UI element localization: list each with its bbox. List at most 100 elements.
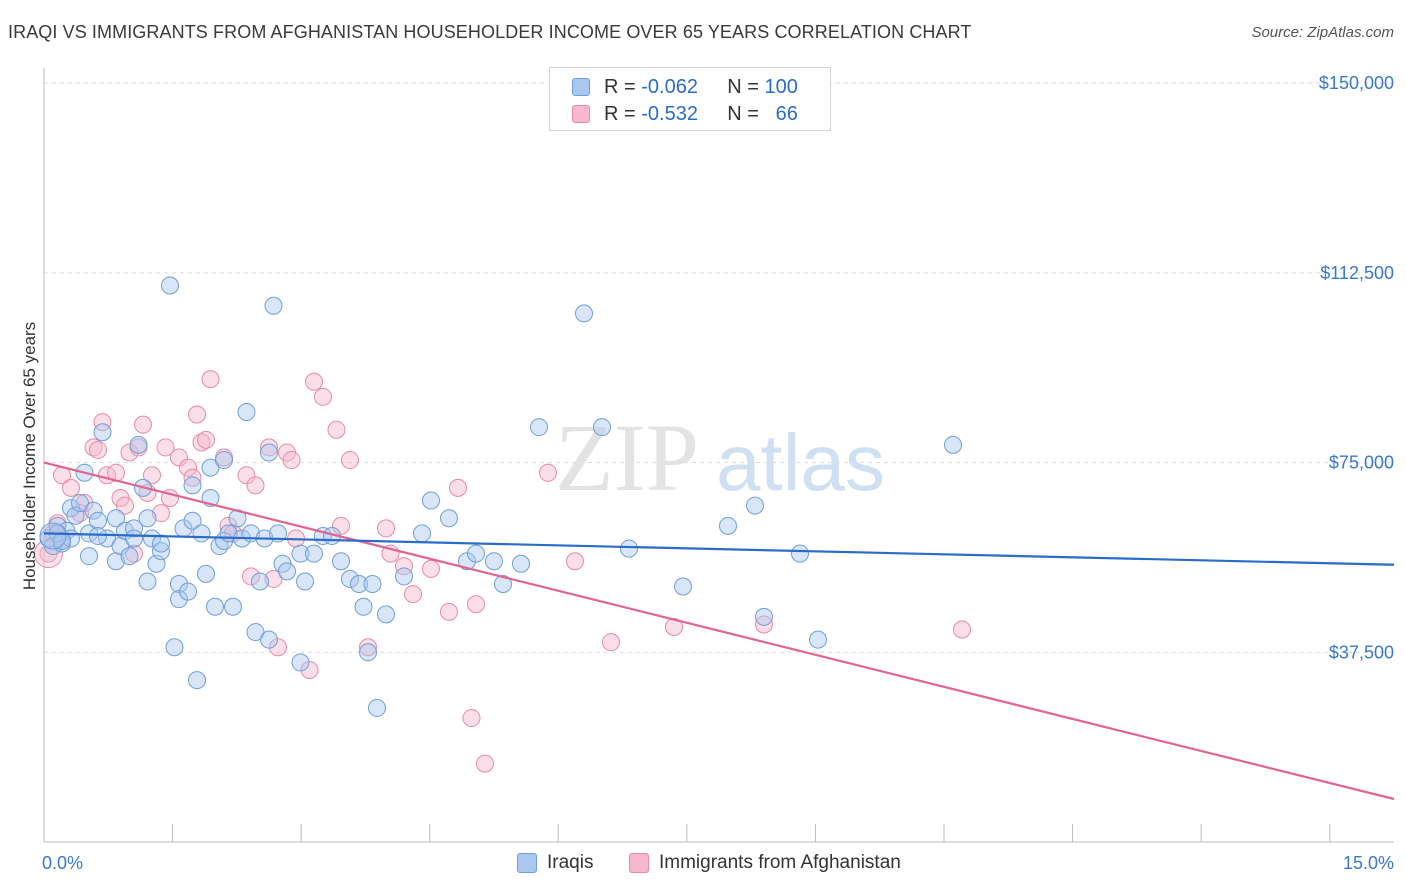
iraqi-point-94 <box>944 435 962 454</box>
iraqi-point-35 <box>183 476 202 495</box>
afghan-point-9 <box>89 440 107 459</box>
legend-swatch-iraqi <box>572 78 590 96</box>
afghan-point-22 <box>156 438 175 457</box>
iraqi-point-7 <box>71 494 89 513</box>
correlation-legend: R = -0.062 N = 100 R = -0.532 N = 66 <box>549 67 831 131</box>
watermark: ZIP atlas <box>555 404 885 511</box>
iraqi-point-60 <box>278 562 296 581</box>
iraqi-point-36 <box>183 511 202 530</box>
y-tick-label-3: $150,000 <box>1319 73 1394 93</box>
iraqi-point-31 <box>170 575 188 593</box>
afghan-point-62 <box>602 633 620 652</box>
series-legend: Iraqis Immigrants from Afghanistan <box>0 852 1406 878</box>
iraqi-point-67 <box>332 552 350 571</box>
watermark-atlas: atlas <box>716 418 885 507</box>
afghan-point-56 <box>449 478 467 497</box>
afghan-point-48 <box>341 451 359 470</box>
iraqi-point-61 <box>291 653 310 672</box>
iraqi-point-20 <box>125 519 143 538</box>
iraqi-point-71 <box>359 643 377 662</box>
legend-r-value-iraqi: -0.062 <box>641 75 698 98</box>
iraqi-point-23 <box>138 509 157 528</box>
iraqi-point-88 <box>674 577 692 596</box>
iraqi-point-87 <box>620 539 638 558</box>
afghan-point-10 <box>93 413 112 432</box>
iraqi-point-84 <box>530 418 548 437</box>
iraqi-point-29 <box>161 276 179 295</box>
iraqi-point-24 <box>138 572 157 591</box>
iraqi-point-11 <box>84 501 103 520</box>
afghan-point-47 <box>332 516 350 535</box>
iraqi-point-42 <box>206 597 224 616</box>
afghan-point-26 <box>183 468 202 487</box>
afghan-point-35 <box>242 567 260 586</box>
series-legend-afghan[interactable]: Immigrants from Afghanistan <box>629 852 901 874</box>
iraqi-point-21 <box>129 435 148 454</box>
iraqi-point-91 <box>755 607 773 626</box>
afghan-point-39 <box>269 638 287 657</box>
afghan-point-46 <box>327 420 346 439</box>
afghan-point-53 <box>404 585 422 604</box>
legend-n-value-afghan: 66 <box>775 102 798 125</box>
iraqi-point-9 <box>80 547 98 566</box>
iraqi-point-98 <box>125 529 143 548</box>
iraqi-point-89 <box>719 516 737 535</box>
series-legend-iraqi[interactable]: Iraqis <box>517 852 593 874</box>
y-tick-label-0: $37,500 <box>1329 642 1394 662</box>
iraqi-point-74 <box>377 605 395 624</box>
iraqi-point-81 <box>485 552 503 571</box>
afghan-point-57 <box>462 709 481 728</box>
afghan-point-25 <box>179 458 197 477</box>
source-label: Source: ZipAtlas.com <box>1251 24 1394 41</box>
y-tick-label-1: $75,000 <box>1329 453 1394 473</box>
iraqi-point-19 <box>120 547 139 566</box>
afghan-point-37 <box>260 438 278 457</box>
iraqi-point-27 <box>152 542 170 561</box>
iraqi-point-32 <box>170 590 188 609</box>
iraqi-point-37 <box>188 671 206 690</box>
iraqi-point-93 <box>809 630 827 649</box>
iraqi-point-86 <box>593 418 611 437</box>
trend-lines <box>43 461 1395 801</box>
iraqi-point-28 <box>152 534 170 553</box>
iraqi-point-78 <box>440 509 458 528</box>
series-swatch-iraqi <box>517 853 537 873</box>
chart-title: IRAQI VS IMMIGRANTS FROM AFGHANISTAN HOU… <box>8 22 972 42</box>
afghan-point-41 <box>282 451 301 470</box>
afghan-point-43 <box>300 661 319 679</box>
afghan-point-36 <box>246 476 265 495</box>
afghan-point-65 <box>953 620 971 639</box>
iraqi-point-12 <box>89 511 107 530</box>
afghan-point-34 <box>237 466 256 485</box>
y-axis-label: Householder Income Over 65 years <box>20 322 39 590</box>
afghan-point-7 <box>75 494 94 513</box>
iraqi-point-76 <box>413 524 431 543</box>
iraqi-point-63 <box>296 572 314 591</box>
legend-n-value-iraqi: 100 <box>764 75 798 98</box>
series-label-afghan: Immigrants from Afghanistan <box>659 852 901 873</box>
afghan-point-18 <box>134 415 152 434</box>
y-tick-labels: $37,500 $75,000 $112,500 $150,000 <box>1319 73 1394 662</box>
afghan-point-20 <box>143 466 161 485</box>
afghan-point-58 <box>467 595 485 614</box>
afghan-point-54 <box>422 559 440 578</box>
afghan-point-24 <box>170 448 188 467</box>
afghan-point-38 <box>264 569 283 588</box>
iraqi-trend-line <box>43 532 1395 566</box>
watermark-zip: ZIP <box>555 404 699 511</box>
y-tick-label-2: $112,500 <box>1320 263 1394 283</box>
iraqi-point-68 <box>341 569 359 588</box>
iraqi-point-82 <box>494 575 512 593</box>
iraqi-point-90 <box>746 496 764 515</box>
iraqi-point-45 <box>215 451 233 470</box>
legend-row-iraqi: R = -0.062 N = 100 <box>572 74 798 100</box>
afghan-point-27 <box>188 405 206 424</box>
legend-swatch-afghan <box>572 105 590 123</box>
axes <box>43 68 1394 843</box>
iraqi-point-53 <box>251 572 269 591</box>
iraqi-point-72 <box>363 575 382 593</box>
iraqi-point-97 <box>89 526 107 545</box>
legend-n-label: N = <box>727 75 759 98</box>
gridlines <box>44 82 1394 653</box>
